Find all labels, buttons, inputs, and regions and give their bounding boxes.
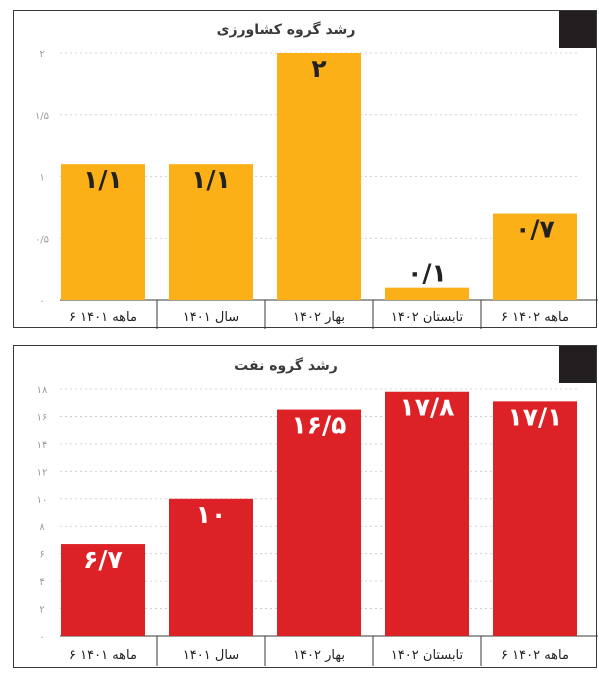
- y-tick-label: ۴: [39, 577, 44, 588]
- data-label: ۱۷/۱: [508, 402, 563, 431]
- corner-block: [559, 346, 596, 383]
- y-tick-label: ۲: [39, 605, 44, 616]
- x-category-label: سال ۱۴۰۱: [183, 310, 239, 325]
- agriculture-chart-panel: رشد گروه کشاورزی ۰ ۰/۵ ۱ ۱/۵ ۲ ۱/۱ ۶ ماهه ۱۴۰۱ ۱…: [13, 10, 598, 329]
- x-category-label: بهار ۱۴۰۲: [293, 648, 345, 663]
- y-tick-label: ۱۲: [37, 467, 48, 478]
- bar: [277, 409, 361, 636]
- x-category-label: ۶ ماهه ۱۴۰۱: [69, 648, 137, 663]
- data-label: ۱۰: [196, 500, 227, 529]
- x-category-label: ۶ ماهه ۱۴۰۲: [501, 648, 569, 663]
- agriculture-chart: رشد گروه کشاورزی ۰ ۰/۵ ۱ ۱/۵ ۲ ۱/۱ ۶ ماهه ۱۴۰۱ ۱…: [35, 21, 598, 329]
- bar: [385, 287, 469, 300]
- y-tick-label: ۶: [39, 550, 44, 561]
- y-tick-label: ۱: [39, 173, 44, 184]
- bar: [169, 498, 253, 636]
- data-label: ۰/۷: [515, 215, 555, 244]
- data-label: ۶/۷: [83, 545, 123, 574]
- chart-title: رشد گروه نفت: [234, 357, 338, 374]
- bar: [493, 401, 577, 636]
- y-tick-label: ۱۶: [37, 412, 48, 423]
- y-tick-label: ۰/۵: [35, 234, 49, 245]
- x-category-label: بهار ۱۴۰۲: [293, 310, 345, 325]
- y-tick-label: ۱/۵: [35, 111, 49, 122]
- oil-chart-panel: رشد گروه نفت ۰ ۲ ۴ ۶ ۸ ۱۰ ۱۲ ۱۴ ۱۶ ۱۸ ۶/۷ ۶ ماهه ۱۴۰…: [13, 345, 598, 668]
- bar: [277, 53, 361, 300]
- data-label: ۱/۱: [191, 165, 231, 194]
- data-label: ۱۶/۵: [292, 411, 347, 440]
- data-label: ۱/۱: [83, 165, 123, 194]
- x-category-label: ۶ ماهه ۱۴۰۲: [501, 310, 569, 325]
- bar: [61, 544, 145, 636]
- x-category-label: سال ۱۴۰۱: [183, 648, 239, 663]
- data-label: ۰/۱: [407, 259, 447, 288]
- corner-block: [559, 11, 596, 48]
- y-tick-label: ۱۴: [37, 440, 48, 451]
- data-label: ۱۷/۸: [400, 393, 455, 422]
- y-tick-label: ۰: [39, 296, 44, 307]
- bar: [493, 213, 577, 300]
- x-category-label: تابستان ۱۴۰۲: [391, 648, 464, 663]
- x-category-label: تابستان ۱۴۰۲: [391, 310, 464, 325]
- bar: [169, 164, 253, 300]
- bar: [385, 391, 469, 636]
- y-tick-label: ۱۰: [37, 495, 48, 506]
- data-label: ۲: [311, 54, 326, 83]
- y-tick-label: ۰: [39, 632, 44, 643]
- y-tick-label: ۱۸: [37, 385, 48, 396]
- x-category-label: ۶ ماهه ۱۴۰۱: [69, 310, 137, 325]
- chart-title: رشد گروه کشاورزی: [217, 21, 356, 38]
- oil-chart: رشد گروه نفت ۰ ۲ ۴ ۶ ۸ ۱۰ ۱۲ ۱۴ ۱۶ ۱۸ ۶/۷ ۶ ماهه ۱۴۰…: [37, 357, 598, 666]
- y-tick-label: ۲: [39, 49, 44, 60]
- y-tick-label: ۸: [39, 522, 45, 533]
- bar: [61, 164, 145, 300]
